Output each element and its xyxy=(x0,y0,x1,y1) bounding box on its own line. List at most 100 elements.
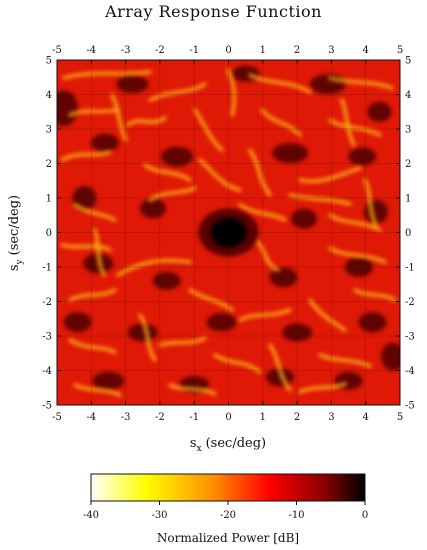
sidelobe-ridge xyxy=(158,336,207,347)
low-power-region xyxy=(72,186,97,210)
x-tick-label-top: -4 xyxy=(86,45,96,56)
sidelobe-ridge xyxy=(253,238,280,272)
x-axis-label: sx (sec/deg) xyxy=(190,436,266,454)
low-power-region xyxy=(161,146,194,167)
low-power-region xyxy=(265,368,294,387)
sidelobe-ridge xyxy=(328,118,382,137)
sidelobe-ridge xyxy=(363,178,378,227)
x-tick-label-top: -1 xyxy=(189,45,199,56)
low-power-region xyxy=(91,133,120,152)
sidelobe-ridge xyxy=(193,108,224,152)
colorbar-label: Normalized Power [dB] xyxy=(157,531,299,545)
y-tick-label-left: 1 xyxy=(46,194,52,205)
sidelobe-ridge xyxy=(62,70,152,80)
low-power-region xyxy=(269,267,298,288)
low-power-region xyxy=(152,271,181,290)
heatmap-area xyxy=(56,59,401,406)
low-power-region xyxy=(83,253,114,274)
x-tick-label-bottom: 0 xyxy=(225,412,231,423)
y-tick-label-right: -2 xyxy=(405,297,415,308)
y-tick-label-left: -1 xyxy=(42,263,52,274)
sidelobe-ridge xyxy=(116,258,192,277)
y-tick-label-right: 2 xyxy=(405,159,411,170)
y-tick-label-right: -4 xyxy=(405,366,415,377)
y-axis-label: sy (sec/deg) xyxy=(7,195,25,271)
colorbar-gradient xyxy=(90,473,366,502)
colorbar: -40 -30 -20 -10 0 Normalized Power [dB] xyxy=(83,473,368,545)
low-power-region xyxy=(381,342,400,371)
x-tick-label-bottom: -1 xyxy=(189,412,199,423)
y-tick-label-left: 2 xyxy=(46,159,52,170)
y-tick-label-left: 0 xyxy=(46,228,52,239)
x-tick-label-bottom: -4 xyxy=(86,412,96,423)
sidelobe-ridge xyxy=(318,353,372,368)
sidelobe-ridge xyxy=(143,163,192,182)
x-tick-label-top: -5 xyxy=(52,45,62,56)
y-axis-label-unit: (sec/deg) xyxy=(7,195,22,256)
sidelobe-ridge xyxy=(93,228,106,277)
sidelobe-ridge xyxy=(148,186,197,202)
y-tick-label-right: 3 xyxy=(405,125,411,136)
low-power-region xyxy=(363,199,388,224)
y-tick-label-left: -2 xyxy=(42,297,52,308)
sidelobe-ridge xyxy=(60,243,112,252)
sidelobe-ridge xyxy=(298,166,362,183)
sidelobe-ridge xyxy=(73,203,117,222)
y-axis-label-subscript: y xyxy=(15,258,25,265)
sidelobe-ridge xyxy=(353,288,397,302)
colorbar-tick-label: -10 xyxy=(288,510,304,521)
x-tick-label-bottom: -5 xyxy=(52,412,62,423)
x-axis-label-symbol: s xyxy=(190,436,197,451)
y-tick-label-right: 0 xyxy=(405,228,411,239)
x-tick-label-top: 3 xyxy=(328,45,334,56)
sidelobe-ridge xyxy=(68,108,120,117)
sidelobe-ridge xyxy=(260,108,302,137)
sidelobe-ridge xyxy=(168,383,217,396)
sidelobe-ridge xyxy=(298,382,347,394)
y-tick-label-left: -5 xyxy=(42,401,52,412)
y-tick-label-left: 4 xyxy=(46,90,52,101)
colorbar-tick-label: -20 xyxy=(220,510,236,521)
x-tick-label-top: -3 xyxy=(121,45,131,56)
x-tick-label-bottom: 2 xyxy=(294,412,300,423)
main-lobe-peak xyxy=(198,208,259,257)
sidelobe-ridge xyxy=(248,73,312,94)
x-tick-label-bottom: 3 xyxy=(328,412,334,423)
x-tick-label-top: -2 xyxy=(155,45,165,56)
x-axis-label-subscript: x xyxy=(197,444,202,454)
colorbar-tick-label: 0 xyxy=(362,510,368,521)
sidelobe-ridge xyxy=(68,338,117,354)
sidelobe-ridge xyxy=(226,68,236,117)
x-tick-label-bottom: -3 xyxy=(121,412,131,423)
x-tick-label-top: 2 xyxy=(294,45,300,56)
y-tick-label-left: -3 xyxy=(42,332,52,343)
low-power-region xyxy=(282,323,313,342)
x-tick-label-bottom: 1 xyxy=(260,412,266,423)
y-tick-label-right: 1 xyxy=(405,194,411,205)
sidelobe-ridge xyxy=(73,383,122,397)
y-axis-label-symbol: s xyxy=(7,264,22,271)
sidelobe-ridge xyxy=(126,116,167,127)
x-tick-label-bottom: 5 xyxy=(397,412,403,423)
low-power-region xyxy=(272,143,309,164)
sidelobe-ridge xyxy=(340,98,356,147)
sidelobe-ridge xyxy=(238,203,287,222)
low-power-region xyxy=(231,65,260,82)
sidelobe-ridge xyxy=(328,246,387,264)
low-power-region xyxy=(348,147,377,166)
sidelobe-ridges xyxy=(60,68,397,397)
low-power-region xyxy=(127,323,158,342)
y-tick-label-left: -4 xyxy=(42,366,52,377)
low-power-region xyxy=(344,257,373,277)
y-tick-label-left: 5 xyxy=(46,56,52,67)
sidelobe-ridge xyxy=(213,353,262,374)
low-power-region xyxy=(290,208,317,229)
low-power-region xyxy=(358,312,387,333)
y-tick-label-left: 3 xyxy=(46,125,52,136)
y-tick-label-right: -5 xyxy=(405,401,415,412)
x-axis-label-unit: (sec/deg) xyxy=(206,436,267,451)
sidelobe-ridge xyxy=(148,82,207,102)
sidelobe-ridge xyxy=(68,288,117,302)
